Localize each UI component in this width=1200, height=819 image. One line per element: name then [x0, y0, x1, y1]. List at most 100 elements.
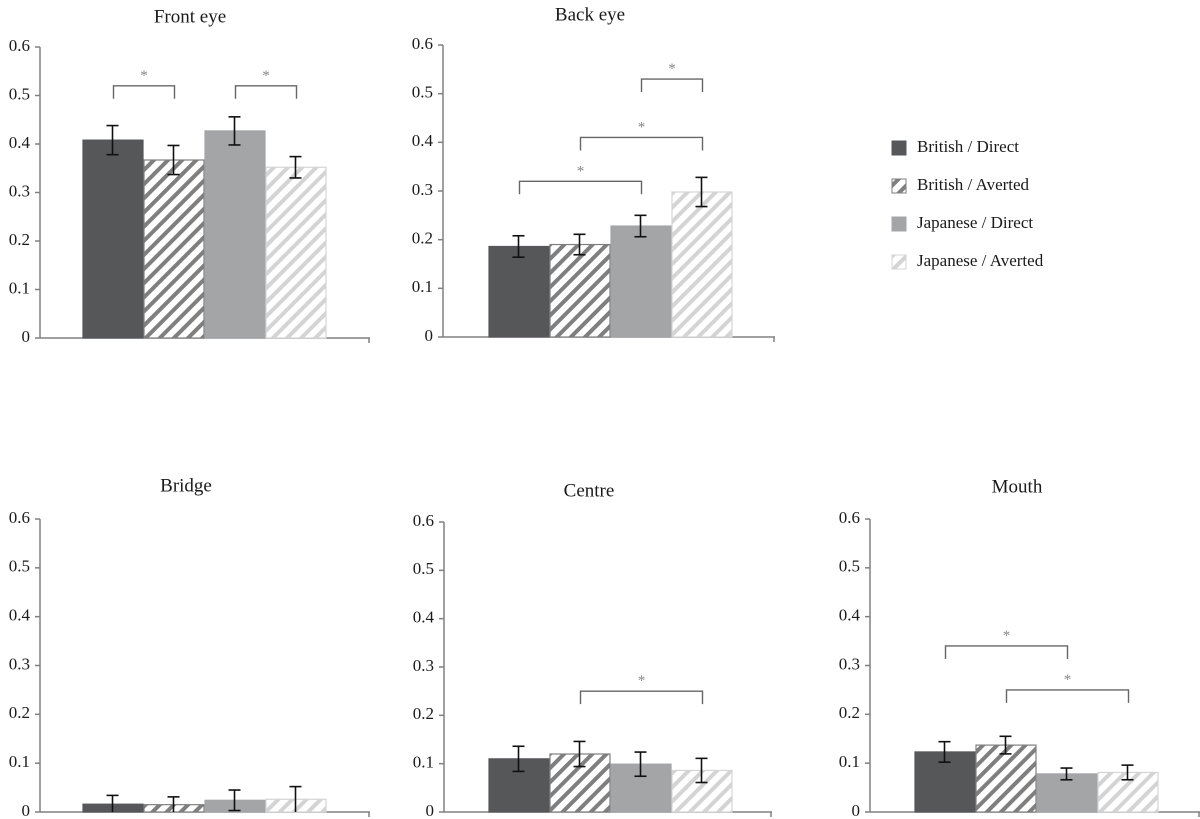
panel-title: Back eye: [555, 4, 625, 25]
bar-japanese-averted: [265, 166, 327, 339]
error-bar: [695, 176, 708, 208]
error-bar: [106, 794, 119, 812]
y-tick-label: 0.4: [9, 133, 31, 152]
error-bar: [512, 234, 525, 258]
error-bar: [167, 796, 180, 812]
y-tick-label: 0.2: [412, 229, 433, 248]
legend-swatch: [891, 140, 907, 156]
legend-swatch: [891, 216, 907, 232]
y-tick-label: 0.1: [839, 752, 860, 771]
legend-swatch: [891, 178, 907, 194]
error-bar: [695, 757, 708, 784]
legend-label: British / Direct: [917, 137, 1019, 156]
legend-item: Japanese / Direct: [891, 213, 1033, 232]
y-tick-label: 0: [426, 801, 435, 819]
error-bar: [573, 233, 586, 256]
legend-swatch: [891, 254, 907, 270]
y-tick-label: 0.6: [412, 34, 433, 53]
y-tick-label: 0: [22, 801, 31, 819]
error-bar: [167, 144, 180, 176]
y-tick-label: 0.1: [9, 278, 30, 297]
y-tick-label: 0.6: [9, 508, 30, 527]
error-bar: [228, 116, 241, 146]
y-tick-label: 0.2: [9, 703, 30, 722]
y-tick-label: 0.5: [9, 557, 30, 576]
significance-bracket: *: [112, 68, 176, 99]
bar-japanese-averted: [671, 191, 733, 338]
y-tick-label: 0.3: [9, 181, 30, 200]
bar-japanese-direct: [610, 225, 672, 338]
panel-back-eye: Back eye 0 0.1 0.2 0.3 0.4 0.5 0.6 * * *: [412, 4, 775, 345]
significance-bracket: *: [640, 61, 704, 93]
error-bar: [634, 214, 647, 238]
significance-bracket: *: [579, 119, 704, 151]
error-bar: [289, 785, 302, 812]
y-tick-label: 0.3: [413, 656, 434, 675]
significance-star: *: [262, 68, 270, 84]
y-tick-label: 0: [425, 326, 434, 345]
significance-bracket: *: [579, 673, 704, 705]
legend-item: Japanese / Averted: [891, 251, 1044, 270]
y-tick-label: 0.5: [413, 559, 434, 578]
error-bar: [999, 735, 1012, 755]
y-tick-label: 0.2: [9, 230, 30, 249]
y-tick-label: 0.1: [413, 753, 434, 772]
bar-british-averted: [143, 159, 205, 339]
y-tick-label: 0.4: [412, 131, 434, 150]
y-tick-label: 0.2: [413, 704, 434, 723]
error-bar: [228, 789, 241, 812]
panel-title: Centre: [564, 480, 615, 501]
y-tick-label: 0.3: [412, 180, 433, 199]
significance-star: *: [668, 61, 676, 77]
y-tick-label: 0.5: [412, 83, 433, 102]
panel-mouth: Mouth 0 0.1 0.2 0.3 0.4 0.5 0.6 * *: [839, 476, 1200, 819]
y-tick-label: 0.4: [839, 606, 861, 625]
y-tick-label: 0.4: [413, 608, 435, 627]
error-bar: [1060, 767, 1073, 781]
y-tick-label: 0.3: [9, 654, 30, 673]
bar-british-averted: [549, 243, 611, 338]
error-bar: [634, 751, 647, 778]
significance-bracket: *: [944, 628, 1069, 659]
bar-british-averted: [975, 744, 1037, 813]
y-tick-label: 0: [22, 327, 31, 346]
significance-star: *: [1003, 628, 1011, 644]
panels: Front eye 0 0.1 0.2 0.3 0.4 0.5 0.6 * * Back eye 0 0…: [9, 4, 1200, 819]
legend-label: British / Averted: [917, 175, 1030, 194]
significance-bracket: *: [518, 163, 643, 195]
significance-star: *: [638, 673, 646, 689]
significance-star: *: [577, 163, 585, 179]
y-tick-label: 0.3: [839, 654, 860, 673]
error-bar: [573, 740, 586, 768]
panel-centre: Centre 0 0.1 0.2 0.3 0.4 0.5 0.6 *: [413, 480, 772, 819]
y-tick-label: 0.4: [9, 606, 31, 625]
panel-front-eye: Front eye 0 0.1 0.2 0.3 0.4 0.5 0.6 * *: [9, 6, 370, 346]
y-tick-label: 0.6: [9, 36, 30, 55]
legend-label: Japanese / Averted: [917, 251, 1044, 270]
y-tick-label: 0.2: [839, 703, 860, 722]
bar-british-direct: [82, 139, 144, 339]
significance-star: *: [1064, 672, 1072, 688]
legend-label: Japanese / Direct: [917, 213, 1033, 232]
y-tick-label: 0.6: [839, 508, 860, 527]
y-tick-label: 0.1: [9, 752, 30, 771]
panel-title: Bridge: [160, 475, 212, 496]
legend-item: British / Direct: [891, 137, 1019, 156]
y-tick-label: 0.6: [413, 511, 434, 530]
significance-star: *: [140, 68, 148, 84]
significance-bracket: *: [1005, 672, 1130, 703]
significance-bracket: *: [234, 68, 298, 99]
bar-japanese-direct: [204, 130, 266, 339]
error-bar: [289, 155, 302, 179]
panel-title: Mouth: [992, 476, 1043, 497]
error-bar: [938, 740, 951, 763]
y-tick-label: 0.5: [839, 557, 860, 576]
significance-star: *: [638, 119, 646, 135]
panel-title: Front eye: [154, 6, 226, 27]
legend-item: British / Averted: [891, 175, 1030, 194]
panel-bridge: Bridge 0 0.1 0.2 0.3 0.4 0.5 0.6: [9, 475, 370, 819]
error-bar: [1121, 764, 1134, 781]
y-tick-label: 0.1: [412, 277, 433, 296]
bar-british-direct: [488, 245, 550, 338]
